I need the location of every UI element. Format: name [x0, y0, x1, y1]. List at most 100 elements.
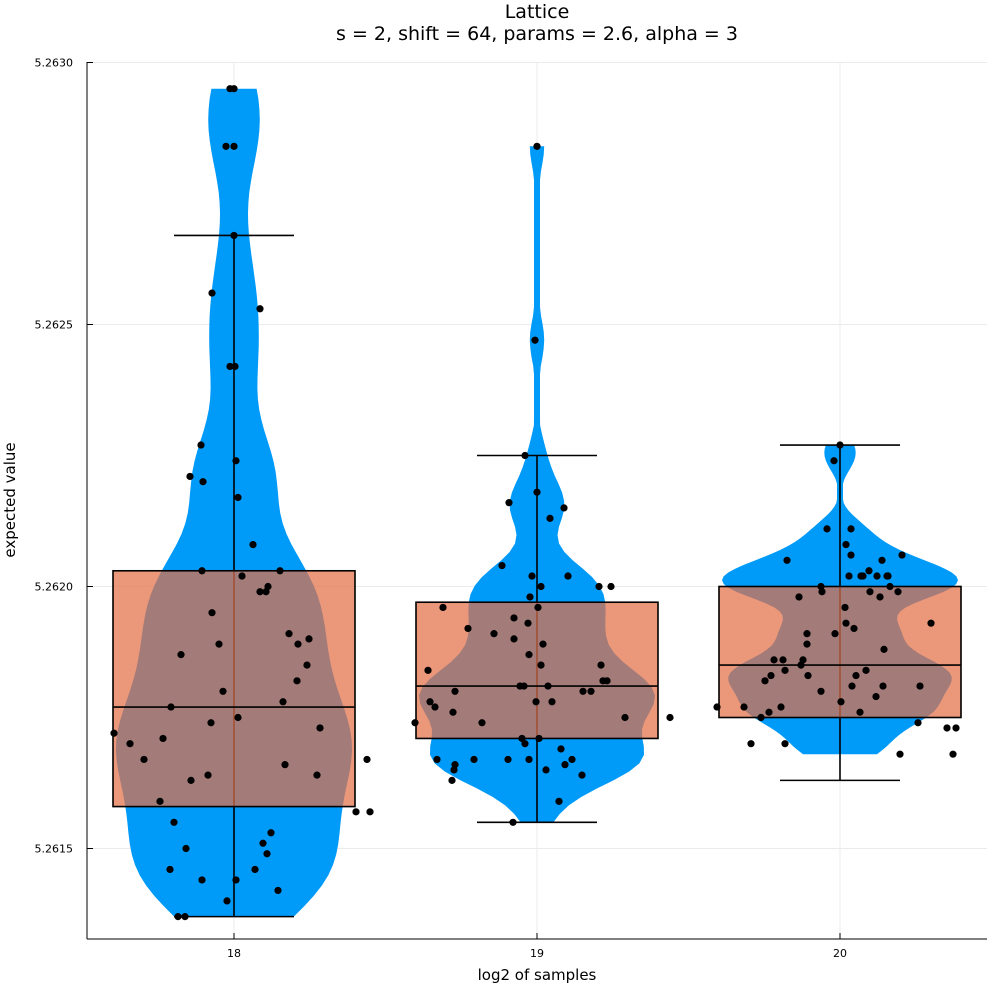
data-point — [740, 703, 748, 711]
data-point — [837, 698, 845, 706]
data-point — [546, 514, 554, 522]
data-point — [305, 635, 313, 643]
data-point — [208, 289, 216, 297]
data-point — [363, 755, 371, 764]
data-point — [159, 734, 167, 743]
data-point — [521, 740, 529, 748]
data-point — [880, 645, 888, 653]
data-point — [198, 567, 206, 575]
data-point — [866, 588, 874, 596]
data-point — [424, 666, 432, 674]
data-point — [607, 582, 615, 591]
data-point — [303, 661, 311, 669]
data-point — [232, 876, 240, 884]
y-tick-label: 5.2620 — [35, 581, 74, 594]
data-point — [249, 540, 257, 549]
data-point — [803, 630, 811, 638]
data-point — [539, 640, 547, 648]
data-point — [464, 624, 472, 633]
data-point — [564, 572, 572, 580]
data-points — [110, 85, 960, 921]
data-point — [949, 750, 957, 758]
data-point — [177, 651, 185, 659]
data-point — [498, 561, 506, 570]
data-point — [186, 472, 194, 481]
data-point — [537, 661, 545, 669]
data-point — [865, 567, 873, 575]
data-point — [561, 761, 569, 769]
data-point — [525, 651, 533, 659]
chart-subtitle: s = 2, shift = 64, params = 2.6, alpha =… — [336, 23, 738, 45]
data-point — [914, 719, 922, 727]
data-point — [528, 572, 536, 580]
data-point — [411, 719, 419, 727]
data-point — [281, 761, 289, 769]
data-point — [884, 572, 892, 580]
data-point — [238, 572, 246, 580]
data-point — [510, 614, 518, 622]
data-point — [167, 703, 175, 711]
data-point — [276, 567, 284, 575]
data-point — [294, 640, 302, 648]
y-tick-label: 5.2625 — [35, 319, 74, 332]
data-point — [783, 556, 791, 564]
data-point — [531, 336, 539, 344]
data-point — [182, 844, 190, 853]
data-point — [526, 593, 534, 601]
data-point — [204, 771, 212, 779]
data-point — [525, 755, 533, 764]
data-point — [285, 630, 293, 638]
data-point — [894, 588, 902, 596]
data-point — [439, 603, 447, 612]
data-point — [836, 441, 844, 449]
data-point — [140, 755, 148, 764]
data-point — [555, 797, 563, 805]
data-point — [352, 808, 360, 816]
data-point — [852, 671, 860, 680]
data-point — [366, 808, 374, 816]
data-point — [537, 582, 545, 591]
data-point — [943, 724, 951, 732]
data-point — [817, 687, 825, 695]
data-point — [274, 886, 282, 895]
data-point — [898, 551, 906, 559]
data-point — [579, 687, 587, 695]
data-point — [666, 713, 674, 722]
boxplots — [112, 234, 962, 918]
data-point — [256, 588, 264, 596]
data-point — [505, 499, 513, 507]
data-point — [316, 724, 324, 732]
data-point — [259, 839, 267, 847]
data-point — [156, 797, 164, 805]
data-point — [818, 588, 826, 596]
data-point — [779, 656, 787, 664]
data-point — [781, 666, 789, 674]
data-point — [850, 624, 858, 633]
data-point — [490, 630, 498, 638]
data-point — [878, 556, 886, 564]
data-point — [761, 677, 769, 685]
data-point — [831, 630, 839, 638]
data-point — [777, 703, 785, 711]
box-20 — [718, 585, 962, 719]
data-point — [873, 572, 881, 580]
data-point — [230, 142, 238, 150]
data-point — [256, 305, 264, 313]
data-point — [126, 740, 134, 748]
data-point — [847, 551, 855, 559]
data-point — [841, 603, 849, 612]
data-point — [804, 671, 812, 680]
data-point — [557, 745, 565, 753]
data-point — [208, 609, 216, 617]
data-point — [293, 677, 301, 685]
data-point — [542, 766, 550, 774]
data-point — [621, 713, 629, 722]
data-point — [823, 525, 831, 533]
data-point — [747, 740, 755, 748]
data-point — [426, 698, 434, 706]
data-point — [534, 603, 542, 612]
data-point — [231, 362, 239, 371]
x-tick-label: 19 — [530, 947, 544, 960]
data-point — [548, 698, 556, 706]
